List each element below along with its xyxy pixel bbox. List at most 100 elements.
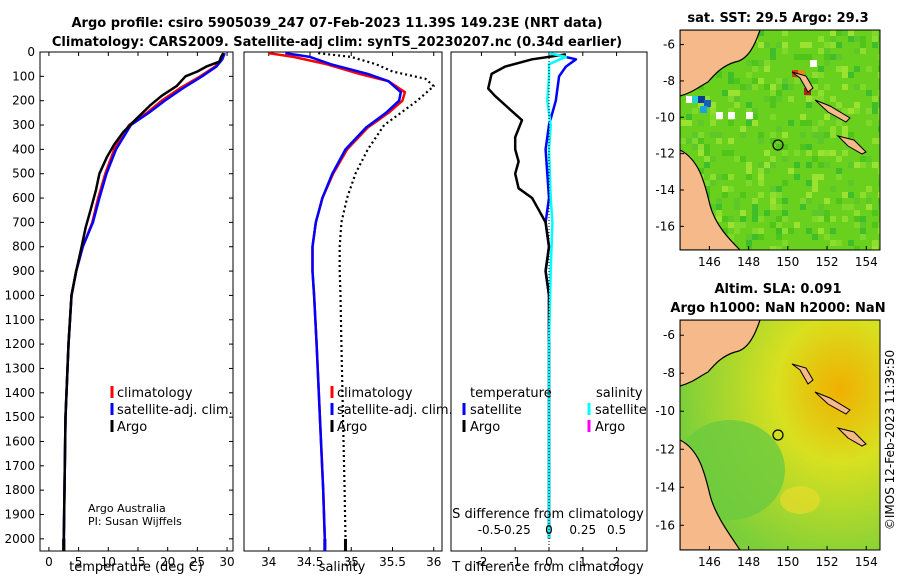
sst-pixel bbox=[878, 108, 880, 114]
sst-pixel bbox=[848, 204, 854, 210]
depth-tick-label: 700 bbox=[12, 215, 35, 229]
sst-pixel bbox=[740, 210, 746, 216]
sst-pixel bbox=[872, 138, 878, 144]
sst-pixel bbox=[854, 198, 860, 204]
sst-pixel bbox=[782, 210, 788, 216]
sst-pixel bbox=[836, 168, 842, 174]
difference-legend: temperature satellite Argo salinity sate… bbox=[462, 386, 647, 435]
sst-pixel bbox=[692, 144, 698, 150]
sst-pixel bbox=[794, 54, 800, 60]
depth-tick-label: 1800 bbox=[4, 483, 35, 497]
sst-pixel bbox=[860, 162, 866, 168]
depth-tick-label: 1200 bbox=[4, 337, 35, 351]
sst-pixel bbox=[734, 90, 740, 96]
sst-pixel bbox=[842, 150, 848, 156]
annotation-pi: PI: Susan Wijffels bbox=[88, 515, 182, 528]
sst-pixel bbox=[752, 60, 758, 66]
sst-pixel bbox=[830, 228, 836, 234]
sst-pixel bbox=[746, 108, 752, 114]
sst-pixel bbox=[704, 162, 710, 168]
sst-pixel bbox=[758, 78, 764, 84]
sst-land-island bbox=[836, 135, 867, 155]
sst-pixel bbox=[680, 138, 686, 144]
sst-pixel bbox=[728, 120, 734, 126]
top-tick-label: 0.25 bbox=[569, 523, 596, 537]
sst-pixel bbox=[866, 120, 872, 126]
sst-pixel bbox=[716, 132, 722, 138]
sst-pixel bbox=[770, 186, 776, 192]
sst-pixel bbox=[878, 114, 880, 120]
map-y-tick-label: -6 bbox=[663, 328, 675, 342]
sst-pixel bbox=[770, 198, 776, 204]
sla-map-title-1: Altim. SLA: 0.091 bbox=[715, 282, 842, 297]
sst-pixel bbox=[818, 204, 824, 210]
sst-pixel bbox=[722, 216, 728, 222]
salinity-axes-box bbox=[243, 51, 443, 552]
sla-high-anomaly bbox=[780, 486, 820, 514]
sst-pixel bbox=[836, 42, 842, 48]
x-tick-label: 35 bbox=[344, 555, 359, 569]
difference-xlabel: T difference from climatology bbox=[451, 560, 644, 575]
sst-pixel bbox=[878, 222, 880, 228]
sst-pixel bbox=[728, 96, 734, 102]
sst-pixel bbox=[848, 132, 854, 138]
sst-pixel bbox=[812, 72, 818, 78]
legend-sal-argo: Argo bbox=[595, 420, 625, 435]
sst-pixel bbox=[872, 222, 878, 228]
sst-pixel bbox=[872, 36, 878, 42]
sst-pixel bbox=[740, 132, 746, 138]
sst-pixel bbox=[824, 48, 830, 54]
sst-pixel bbox=[812, 96, 818, 102]
sst-pixel bbox=[758, 216, 764, 222]
map-x-tick-label: 150 bbox=[776, 255, 799, 269]
sst-pixel bbox=[818, 150, 824, 156]
difference-xlabel-top: S difference from climatology bbox=[452, 507, 644, 522]
x-tick-label: 30 bbox=[219, 555, 234, 569]
sst-pixel bbox=[842, 204, 848, 210]
sst-pixel bbox=[866, 108, 872, 114]
sst-pixel bbox=[836, 156, 842, 162]
sla-argo-location bbox=[772, 429, 784, 441]
sst-pixel bbox=[776, 78, 782, 84]
sst-pixel bbox=[752, 210, 758, 216]
map-x-tick-label: 148 bbox=[737, 255, 760, 269]
depth-tick-label: 200 bbox=[12, 94, 35, 108]
map-x-tick-label: 150 bbox=[776, 555, 799, 569]
sst-pixel bbox=[770, 90, 776, 96]
sst-pixel bbox=[818, 72, 824, 78]
sst-pixel bbox=[716, 72, 722, 78]
sst-pixel bbox=[800, 204, 806, 210]
temperature-profiles bbox=[62, 52, 226, 551]
sst-pixel bbox=[698, 84, 704, 90]
sst-pixel bbox=[728, 138, 734, 144]
sst-map-frame bbox=[679, 29, 881, 251]
sst-pixel bbox=[866, 198, 872, 204]
sst-pixel bbox=[776, 216, 782, 222]
sst-pixel bbox=[860, 36, 866, 42]
difference-panel: -2 -1 0 1 2 temperature satellite Argo salin… bbox=[450, 51, 648, 575]
sst-pixel bbox=[776, 192, 782, 198]
x-tick-label: 10 bbox=[101, 555, 116, 569]
sst-pixel bbox=[704, 150, 710, 156]
x-tick-label: 1 bbox=[579, 555, 587, 569]
sla-map-ticks: 146 148 150 152 154 -6 -8 -10 -12 -14 -16 bbox=[655, 328, 877, 569]
map-y-tick-label: -6 bbox=[663, 38, 675, 52]
sst-pixel bbox=[776, 222, 782, 228]
sst-pixel bbox=[872, 240, 878, 246]
sst-pixel bbox=[740, 126, 746, 132]
sst-pixel bbox=[746, 174, 752, 180]
sst-pixel bbox=[824, 150, 830, 156]
sst-pixel bbox=[848, 192, 854, 198]
sst-pixel bbox=[818, 162, 824, 168]
sst-pixel bbox=[812, 186, 818, 192]
legend-temp-argo: Argo bbox=[470, 420, 500, 435]
sst-pixel bbox=[758, 60, 764, 66]
sst-pixel bbox=[770, 156, 776, 162]
sst-pixel bbox=[704, 100, 711, 107]
sst-pixel bbox=[806, 150, 812, 156]
title-line-2: Climatology: CARS2009. Satellite-adj cli… bbox=[52, 35, 622, 50]
series-satellite-adj-clim- bbox=[285, 51, 403, 539]
sst-pixel bbox=[872, 30, 878, 36]
sst-map-ticks: 146 148 150 152 154 -6 -8 -10 -12 -14 -16 bbox=[655, 38, 877, 269]
